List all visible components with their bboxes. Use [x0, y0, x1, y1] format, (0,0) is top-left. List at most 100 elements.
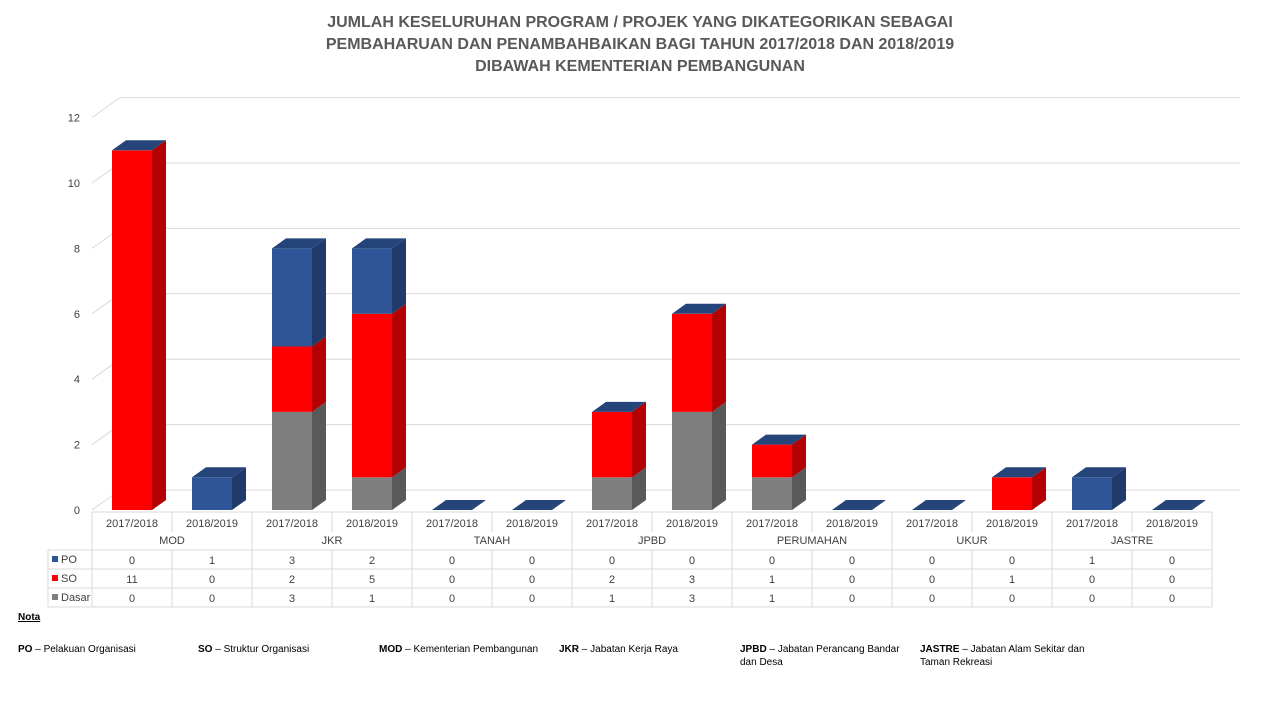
- bar-dasar-front: [752, 477, 792, 510]
- group-label: PERUMAHAN: [777, 535, 847, 547]
- x-tick-label: 2017/2018: [746, 518, 798, 530]
- bar-dasar-side: [792, 467, 806, 510]
- table-cell: 1: [769, 574, 775, 586]
- bar-po-front: [352, 248, 392, 314]
- bar-top-cap: [592, 401, 646, 412]
- x-tick-label: 2018/2019: [506, 518, 558, 530]
- table-cell: 0: [769, 555, 775, 567]
- table-cell: 1: [1089, 555, 1095, 567]
- table-cell: 1: [209, 555, 215, 567]
- bar-po-front: [272, 248, 312, 347]
- legend-label-so: SO: [61, 573, 77, 585]
- bar-so-front: [352, 313, 392, 478]
- bar-po-front: [192, 477, 232, 510]
- table-cell: 0: [529, 593, 535, 605]
- bar-top-cap: [992, 467, 1046, 478]
- bar-top-cap: [672, 303, 726, 314]
- title-line-3: DIBAWAH KEMENTERIAN PEMBANGUNAN: [475, 58, 805, 75]
- group-label: TANAH: [474, 535, 511, 547]
- table-cell: 2: [289, 574, 295, 586]
- bar-so-front: [272, 346, 312, 412]
- bar-po-side: [232, 467, 246, 510]
- group-label: UKUR: [956, 535, 987, 547]
- legend-label-dasar: Dasar: [61, 592, 91, 604]
- y-tick-label: 12: [68, 113, 80, 125]
- table-cell: 0: [1009, 593, 1015, 605]
- x-tick-label: 2018/2019: [186, 518, 238, 530]
- table-cell: 5: [369, 574, 375, 586]
- bar-top-cap: [432, 500, 486, 510]
- table-cell: 0: [689, 555, 695, 567]
- table-cell: 3: [689, 574, 695, 586]
- x-tick-label: 2017/2018: [1066, 518, 1118, 530]
- table-cell: 1: [369, 593, 375, 605]
- bar-dasar-side: [392, 467, 406, 510]
- bar-so-side: [152, 140, 166, 511]
- table-cell: 0: [529, 555, 535, 567]
- bar-top-cap: [352, 238, 406, 249]
- bar-po-side: [312, 238, 326, 347]
- table-cell: 0: [849, 555, 855, 567]
- table-cell: 0: [1169, 555, 1175, 567]
- x-tick-label: 2018/2019: [346, 518, 398, 530]
- x-tick-label: 2018/2019: [1146, 518, 1198, 530]
- table-cell: 0: [129, 555, 135, 567]
- table-cell: 3: [289, 593, 295, 605]
- x-tick-label: 2017/2018: [266, 518, 318, 530]
- table-cell: 0: [1009, 555, 1015, 567]
- bar-so-side: [312, 336, 326, 412]
- bar-dasar-front: [352, 477, 392, 510]
- table-cell: 1: [609, 593, 615, 605]
- table-cell: 0: [1089, 593, 1095, 605]
- title-line-2: PEMBAHARUAN DAN PENAMBAHBAIKAN BAGI TAHU…: [325, 36, 955, 53]
- x-tick-label: 2017/2018: [426, 518, 478, 530]
- bar-dasar-front: [672, 411, 712, 510]
- bar-dasar-side: [632, 467, 646, 510]
- table-cell: 0: [129, 593, 135, 605]
- table-cell: 3: [289, 555, 295, 567]
- y-tick-label: 8: [74, 243, 80, 255]
- bar-top-cap: [912, 500, 966, 510]
- bar-top-cap: [1072, 467, 1126, 478]
- table-cell: 0: [1169, 593, 1175, 605]
- legend-swatch-po: [52, 556, 58, 562]
- bar-top-cap: [752, 434, 806, 445]
- chart-title: JUMLAH KESELURUHAN PROGRAM / PROJEK YANG…: [0, 12, 1280, 78]
- table-cell: 0: [529, 574, 535, 586]
- table-cell: 1: [769, 593, 775, 605]
- y-tick-label: 6: [74, 309, 80, 321]
- bar-top-cap: [272, 238, 326, 249]
- bar-so-front: [112, 150, 152, 511]
- table-cell: 0: [929, 574, 935, 586]
- bar-po-front: [1072, 477, 1112, 510]
- table-cell: 0: [449, 555, 455, 567]
- y-tick-label: 2: [74, 440, 80, 452]
- x-tick-label: 2018/2019: [666, 518, 718, 530]
- table-cell: 0: [929, 555, 935, 567]
- bar-so-side: [632, 401, 646, 478]
- x-tick-label: 2017/2018: [106, 518, 158, 530]
- legend-swatch-dasar: [52, 594, 58, 600]
- table-cell: 3: [689, 593, 695, 605]
- x-tick-label: 2018/2019: [986, 518, 1038, 530]
- group-label: JPBD: [638, 535, 666, 547]
- x-tick-label: 2017/2018: [906, 518, 958, 530]
- bar-po-side: [1112, 467, 1126, 510]
- bar-dasar-front: [272, 411, 312, 510]
- group-label: MOD: [159, 535, 185, 547]
- bar-so-side: [712, 303, 726, 412]
- x-tick-label: 2017/2018: [586, 518, 638, 530]
- bar-so-front: [992, 477, 1032, 510]
- bar-so-front: [672, 313, 712, 412]
- table-cell: 0: [1089, 574, 1095, 586]
- table-cell: 1: [1009, 574, 1015, 586]
- table-cell: 0: [609, 555, 615, 567]
- bar-top-cap: [832, 500, 886, 510]
- table-cell: 0: [929, 593, 935, 605]
- table-cell: 0: [449, 574, 455, 586]
- table-cell: 0: [209, 593, 215, 605]
- legend-swatch-so: [52, 575, 58, 581]
- table-cell: 0: [449, 593, 455, 605]
- bar-so-side: [1032, 467, 1046, 510]
